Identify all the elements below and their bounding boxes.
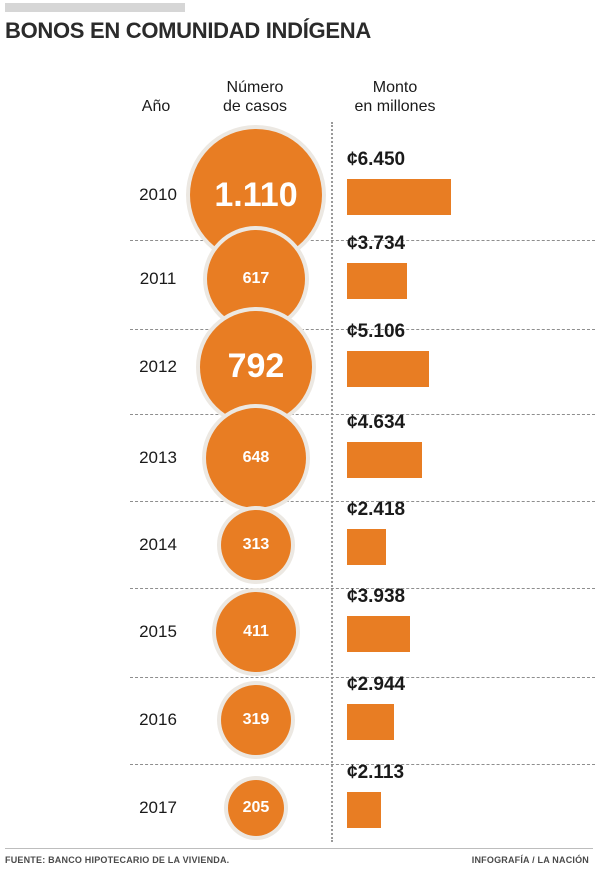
row-separator xyxy=(130,240,595,241)
amount-value-label: ¢2.944 xyxy=(347,674,406,695)
amount-value-label: ¢4.634 xyxy=(347,412,406,433)
amount-value-label: ¢5.106 xyxy=(347,321,406,342)
cases-bubble: 411 xyxy=(215,591,297,673)
column-header-cases: Número de casos xyxy=(200,78,310,116)
row-separator xyxy=(130,677,595,678)
cases-value-label: 648 xyxy=(242,448,270,466)
column-divider xyxy=(331,122,333,842)
amount-bar xyxy=(347,616,411,652)
cases-bubble: 792 xyxy=(200,311,312,423)
row-separator xyxy=(130,414,595,415)
amount-bar xyxy=(347,351,430,387)
column-header-amount: Monto en millones xyxy=(340,78,450,116)
cases-value-label: 205 xyxy=(242,798,270,816)
year-label: 2013 xyxy=(139,448,177,467)
row-separator xyxy=(130,588,595,589)
column-header-amount-line2: en millones xyxy=(354,98,436,115)
year-label: 2017 xyxy=(139,798,177,817)
amount-value-label: ¢6.450 xyxy=(347,149,406,170)
footer-source: FUENTE: BANCO HIPOTECARIO DE LA VIVIENDA… xyxy=(5,855,230,865)
year-label: 2015 xyxy=(139,622,177,641)
amount-value-label: ¢2.418 xyxy=(347,499,406,520)
amount-bar xyxy=(347,704,395,740)
amount-bar xyxy=(347,792,382,828)
amount-bar xyxy=(347,442,422,478)
cases-value-label: 792 xyxy=(227,347,285,386)
cases-bubble: 319 xyxy=(220,684,292,756)
cases-value-label: 617 xyxy=(242,269,270,287)
row-separator xyxy=(130,764,595,765)
amount-value-label: ¢3.938 xyxy=(347,586,406,607)
column-header-cases-line2: de casos xyxy=(222,98,288,115)
amount-bar xyxy=(347,263,408,299)
year-label: 2010 xyxy=(139,185,177,204)
footer-rule xyxy=(5,848,593,849)
column-header-year: Año xyxy=(141,98,171,115)
cases-value-label: 411 xyxy=(243,622,269,640)
header-accent-bar xyxy=(5,3,185,12)
cases-value-label: 313 xyxy=(242,535,270,553)
cases-bubble: 205 xyxy=(227,779,285,837)
cases-bubble: 648 xyxy=(205,407,307,509)
cases-value-label: 1.110 xyxy=(214,175,298,214)
year-label: 2011 xyxy=(139,269,177,288)
amount-value-label: ¢2.113 xyxy=(347,762,405,783)
year-label: 2014 xyxy=(139,535,177,554)
amount-bar xyxy=(347,529,386,565)
cases-bubble: 313 xyxy=(220,509,292,581)
cases-value-label: 319 xyxy=(242,710,270,728)
year-label: 2016 xyxy=(139,710,177,729)
column-header-amount-line1: Monto xyxy=(372,79,418,96)
column-header-cases-line1: Número xyxy=(226,79,284,96)
amount-bar xyxy=(347,179,451,215)
year-label: 2012 xyxy=(139,357,177,376)
amount-value-label: ¢3.734 xyxy=(347,233,406,254)
row-separator xyxy=(130,501,595,502)
row-separator xyxy=(130,329,595,330)
chart-title: BONOS EN COMUNIDAD INDÍGENA xyxy=(5,18,371,43)
footer-credit: INFOGRAFÍA / LA NACIÓN xyxy=(471,855,589,865)
